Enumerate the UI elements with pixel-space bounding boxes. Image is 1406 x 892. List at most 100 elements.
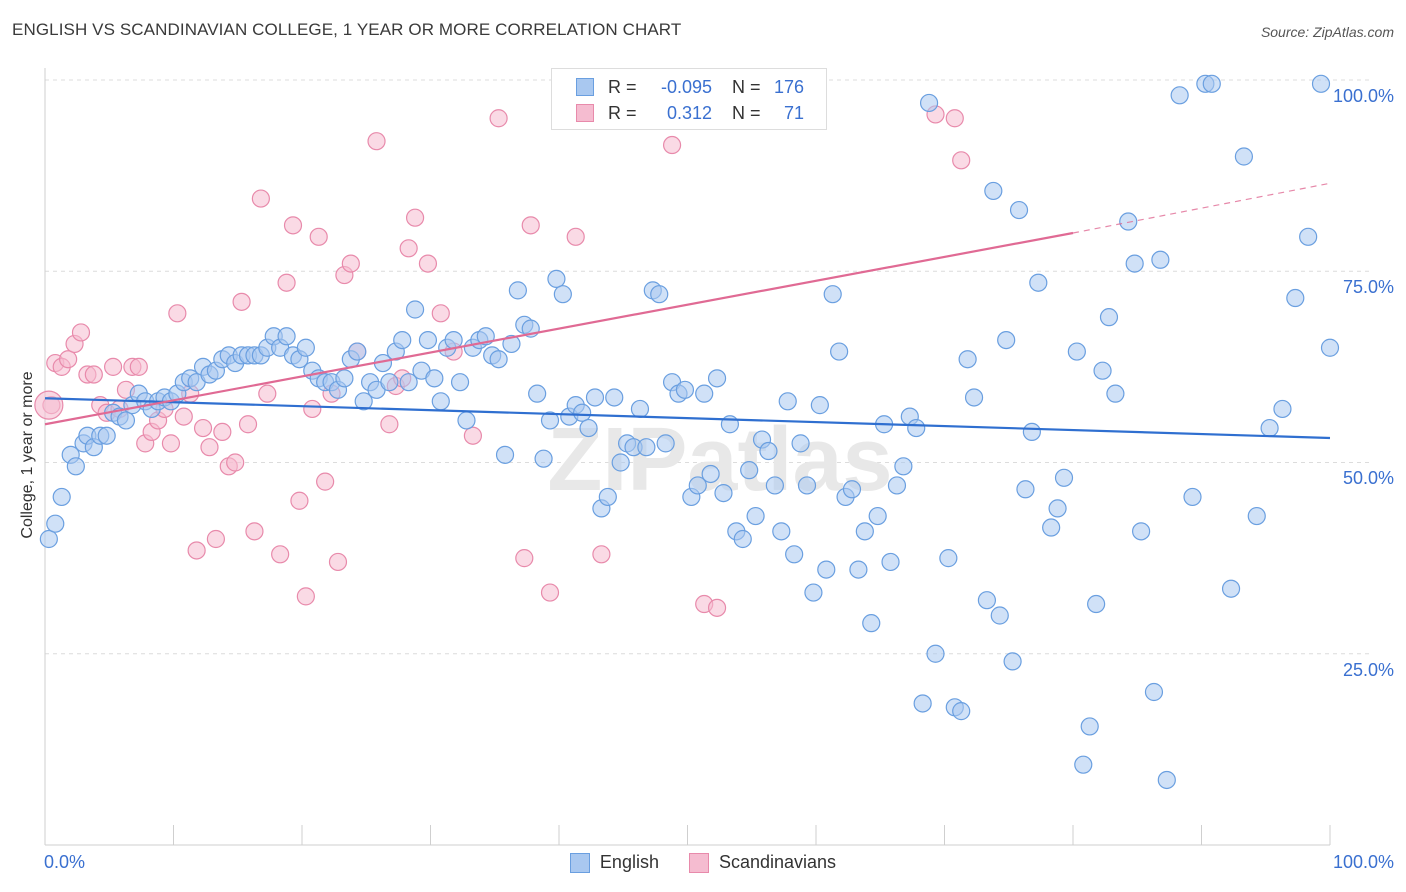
- scandinavians-point-large: [34, 390, 64, 420]
- english-point: [1247, 506, 1266, 526]
- english-point: [977, 591, 997, 610]
- scandinavians-point: [168, 304, 187, 323]
- gridlines: [45, 79, 1370, 655]
- english-point: [707, 369, 727, 388]
- scandinavians-point: [515, 549, 534, 568]
- english-point: [650, 285, 669, 304]
- english-point: [913, 694, 932, 713]
- x-tick-max: 100.0%: [1332, 852, 1394, 872]
- scandinavians-point: [232, 292, 251, 311]
- legend-row-english: R = -0.095 N = 176: [576, 75, 804, 99]
- english-point: [695, 384, 714, 403]
- english-point: [733, 529, 752, 549]
- scandinavians-point: [187, 541, 206, 560]
- y-tick-25: 25.0%: [1342, 660, 1394, 680]
- english-point: [714, 484, 733, 503]
- english-point: [348, 342, 367, 361]
- english-point: [894, 457, 913, 476]
- english-point: [97, 426, 116, 445]
- english-point: [1029, 273, 1048, 292]
- source-label: Source: ZipAtlas.com: [1260, 24, 1394, 40]
- english-point: [688, 476, 707, 495]
- english-point: [296, 338, 315, 357]
- scandinavians-point: [251, 189, 270, 208]
- english-point: [598, 487, 617, 507]
- english-point: [1311, 74, 1331, 93]
- y-tick-50: 50.0%: [1342, 468, 1394, 488]
- english-point: [534, 449, 553, 468]
- english-point: [457, 411, 476, 430]
- english-point: [810, 396, 829, 415]
- legend-row-scandinavians: R = 0.312 N = 71: [576, 101, 804, 125]
- english-point: [573, 403, 592, 422]
- scandinavians-trend-line: [44, 231, 1074, 426]
- y-tick-75: 75.0%: [1342, 277, 1394, 297]
- scandinavians-point: [952, 151, 971, 170]
- scandinavians-point: [463, 426, 483, 445]
- english-point: [765, 476, 784, 495]
- scandinavians-point: [200, 438, 219, 457]
- english-point: [66, 457, 85, 476]
- scandinavians-point: [71, 323, 91, 342]
- english-point: [997, 331, 1016, 350]
- scandinavians-point: [405, 208, 425, 227]
- scandinavians-point: [245, 522, 264, 541]
- english-point: [919, 93, 939, 113]
- english-point: [1054, 468, 1074, 487]
- r-label: R =: [608, 76, 637, 97]
- english-point: [1273, 399, 1292, 419]
- english-point: [823, 285, 842, 304]
- series-legend: English Scandinavians: [0, 852, 1406, 873]
- english-point: [1125, 254, 1144, 273]
- scandinavians-point: [566, 227, 585, 246]
- scandinavians-point: [283, 216, 303, 235]
- english-point: [740, 461, 759, 480]
- english-point: [842, 480, 862, 499]
- english-point: [675, 380, 695, 399]
- scandinavians-point: [129, 357, 148, 376]
- english-point: [1087, 594, 1106, 614]
- english-point: [797, 476, 817, 495]
- english-point: [778, 392, 797, 411]
- english-point: [1080, 717, 1099, 736]
- english-swatch: [576, 78, 594, 96]
- scandinavians-point: [367, 132, 386, 151]
- scandinavians-point: [662, 135, 682, 155]
- scandinavians-point: [161, 434, 181, 453]
- scandinavians-point: [341, 254, 360, 273]
- english-point: [1074, 755, 1093, 774]
- english-point: [489, 350, 508, 369]
- english-point: [759, 441, 778, 461]
- scandinavians-legend-swatch: [688, 852, 709, 873]
- english-point: [1183, 487, 1202, 507]
- english-point: [399, 373, 418, 392]
- english-point: [393, 331, 412, 350]
- scandinavians-point: [290, 491, 309, 510]
- english-point: [46, 514, 65, 533]
- english-point: [540, 411, 560, 430]
- english-point: [605, 388, 624, 407]
- english-point: [1234, 147, 1254, 166]
- n-value: 176: [773, 76, 804, 97]
- english-point: [1093, 361, 1112, 380]
- english-point: [791, 434, 810, 453]
- r-value: 0.312: [666, 102, 712, 123]
- scandinavians-point: [309, 227, 328, 246]
- english-point: [958, 350, 977, 369]
- english-point: [1286, 288, 1305, 308]
- english-point: [1009, 200, 1029, 220]
- english-point: [547, 269, 566, 288]
- english-point: [52, 487, 71, 507]
- english-point: [1170, 86, 1189, 105]
- english-point: [817, 560, 836, 579]
- scandinavians-point: [104, 357, 123, 376]
- scandinavians-trend-extension: [1072, 182, 1331, 234]
- scandinavians-point: [226, 453, 245, 472]
- r-label: R =: [608, 102, 637, 123]
- english-point: [746, 506, 765, 526]
- english-point: [830, 342, 849, 361]
- scandinavians-point: [945, 109, 964, 128]
- english-point: [1003, 652, 1022, 671]
- english-point: [502, 334, 521, 354]
- english-point: [1221, 579, 1241, 598]
